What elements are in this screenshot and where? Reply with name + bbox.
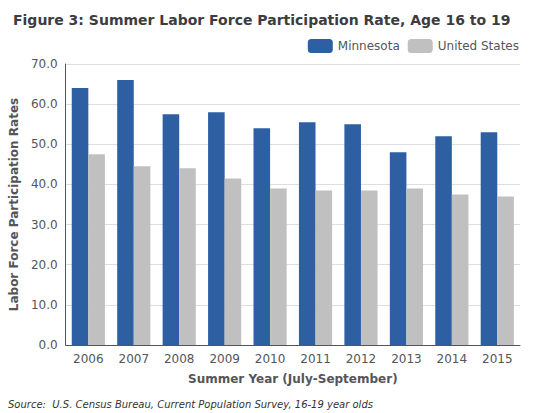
svg-text:2015: 2015 <box>482 352 513 366</box>
svg-text:2012: 2012 <box>346 352 377 366</box>
svg-text:50.0: 50.0 <box>31 137 58 151</box>
svg-text:2006: 2006 <box>73 352 104 366</box>
svg-text:Summer Year (July-September): Summer Year (July-September) <box>188 372 398 386</box>
svg-text:Minnesota: Minnesota <box>338 39 400 53</box>
svg-text:Figure 3: Summer Labor Force P: Figure 3: Summer Labor Force Participati… <box>13 12 510 28</box>
svg-text:Labor Force Participation Rate: Labor Force Participation Rates <box>7 98 21 311</box>
svg-text:10.0: 10.0 <box>31 298 58 312</box>
svg-text:Source: U.S. Census Bureau, C: Source: U.S. Census Bureau, Current Popu… <box>8 399 373 410</box>
svg-text:2014: 2014 <box>437 352 468 366</box>
svg-text:2013: 2013 <box>391 352 422 366</box>
svg-text:40.0: 40.0 <box>31 177 58 191</box>
svg-text:30.0: 30.0 <box>31 218 58 232</box>
svg-text:70.0: 70.0 <box>31 57 58 71</box>
svg-text:0.0: 0.0 <box>39 338 58 352</box>
svg-text:2007: 2007 <box>119 352 150 366</box>
svg-text:2010: 2010 <box>255 352 286 366</box>
svg-text:2009: 2009 <box>209 352 240 366</box>
svg-text:United States: United States <box>438 39 519 53</box>
svg-text:2008: 2008 <box>164 352 195 366</box>
svg-text:20.0: 20.0 <box>31 258 58 272</box>
svg-text:60.0: 60.0 <box>31 97 58 111</box>
svg-text:2011: 2011 <box>300 352 331 366</box>
